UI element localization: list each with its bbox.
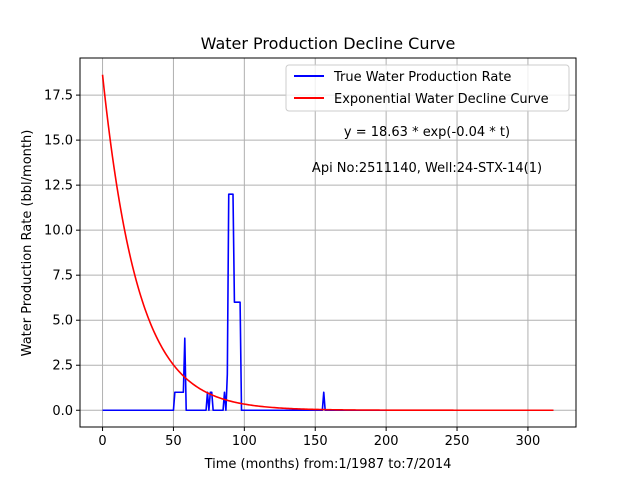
- x-tick-label: 100: [232, 434, 257, 449]
- plot-frame: [79, 57, 577, 428]
- y-tick-label: 2.5: [52, 359, 73, 374]
- y-tick-label: 0.0: [52, 404, 73, 419]
- y-axis-ticks: 0.0 2.5 5.0 7.5 10.0 12.5 15.0 17.5: [44, 89, 80, 419]
- x-tick-label: 250: [445, 434, 470, 449]
- x-tick-label: 300: [516, 434, 541, 449]
- well-info-annotation: Api No:2511140, Well:24-STX-14(1): [312, 161, 542, 176]
- legend-label-true-rate: True Water Production Rate: [333, 70, 511, 85]
- y-tick-label: 15.0: [44, 134, 73, 149]
- y-tick-label: 12.5: [44, 179, 73, 194]
- fit-equation-annotation: y = 18.63 * exp(-0.04 * t): [344, 125, 510, 140]
- x-tick-label: 0: [98, 434, 106, 449]
- plot-area: [80, 58, 576, 427]
- y-axis-label: Water Production Rate (bbl/month): [20, 130, 35, 357]
- legend-label-exponential-curve: Exponential Water Decline Curve: [334, 92, 549, 107]
- series-line-exponential-curve: [101, 74, 554, 412]
- x-tick-label: 150: [303, 434, 328, 449]
- legend-box: [285, 64, 570, 112]
- series-layer: [101, 74, 554, 412]
- x-tick-label: 50: [165, 434, 182, 449]
- x-axis-ticks: 0 50 100 150 200 250 300: [98, 427, 540, 449]
- x-axis-label: Time (months) from:1/1987 to:7/2014: [204, 457, 452, 472]
- y-tick-label: 5.0: [52, 314, 73, 329]
- y-tick-label: 17.5: [44, 89, 73, 104]
- x-tick-label: 200: [374, 434, 399, 449]
- y-tick-label: 10.0: [44, 224, 73, 239]
- series-line-true-rate: [102, 193, 554, 412]
- legend: True Water Production Rate Exponential W…: [285, 64, 570, 112]
- y-tick-label: 7.5: [52, 269, 73, 284]
- chart-title: Water Production Decline Curve: [201, 34, 456, 53]
